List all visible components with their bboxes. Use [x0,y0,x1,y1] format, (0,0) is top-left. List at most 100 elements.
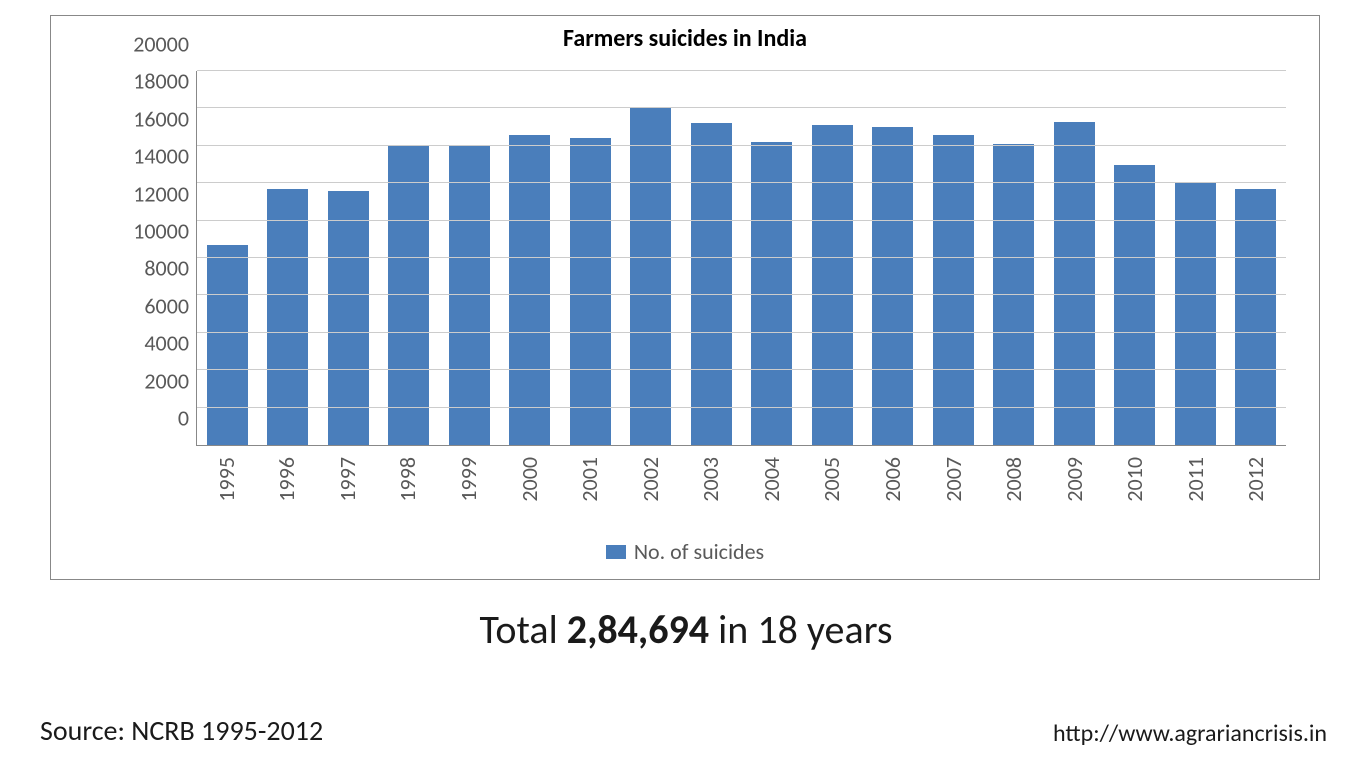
bar-slot [318,71,379,445]
x-label-slot: 2012 [1226,451,1287,502]
bar [812,125,853,445]
y-tick-label: 14000 [133,143,197,170]
x-tick-label: 1996 [273,457,300,502]
gridline [197,70,1286,71]
x-tick-label: 2009 [1061,457,1088,502]
bar-slot [560,71,621,445]
x-tick-label: 2011 [1182,457,1209,502]
summary-line: Total 2,84,694 in 18 years [0,605,1372,654]
x-label-slot: 2004 [741,451,802,502]
x-label-slot: 2008 [983,451,1044,502]
bar-slot [1105,71,1166,445]
x-label-slot: 2010 [1104,451,1165,502]
bar-slot [802,71,863,445]
bar-slot [1226,71,1287,445]
gridline [197,220,1286,221]
gridline [197,294,1286,295]
x-tick-label: 2001 [576,457,603,502]
chart-title: Farmers suicides in India [51,16,1319,53]
x-tick-label: 2004 [758,457,785,502]
x-label-slot: 2000 [499,451,560,502]
x-tick-label: 1999 [455,457,482,502]
x-tick-label: 2007 [940,457,967,502]
x-tick-label: 1995 [213,457,240,502]
plot-area: 0200040006000800010000120001400016000180… [196,71,1286,446]
x-axis-labels: 1995 1996 1997 1998 1999 2000 2001 2002 2003 2004… [196,451,1286,502]
bar-slot [621,71,682,445]
x-label-slot: 2006 [862,451,923,502]
source-text: Source: NCRB 1995-2012 [40,713,323,748]
x-tick-label: 2003 [697,457,724,502]
x-tick-label: 2000 [516,457,543,502]
x-tick-label: 2005 [818,457,845,502]
x-tick-label: 2012 [1242,457,1269,502]
bar [207,245,248,445]
bar-slot [379,71,440,445]
x-label-slot: 1996 [257,451,318,502]
x-label-slot: 2011 [1165,451,1226,502]
legend-swatch [606,545,626,559]
bar-slot [500,71,561,445]
gridline [197,107,1286,108]
y-tick-label: 0 [178,405,197,432]
bar-slot [984,71,1045,445]
bar-slot [681,71,742,445]
y-tick-label: 2000 [144,367,197,394]
legend-label: No. of suicides [634,538,764,565]
y-tick-label: 12000 [133,180,197,207]
x-tick-label: 2006 [879,457,906,502]
x-label-slot: 1995 [196,451,257,502]
x-tick-label: 1998 [394,457,421,502]
x-label-slot: 2007 [923,451,984,502]
gridline [197,145,1286,146]
y-tick-label: 6000 [144,292,197,319]
x-label-slot: 1997 [317,451,378,502]
bar [933,135,974,445]
chart-container: Farmers suicides in India 02000400060008… [50,15,1320,580]
x-label-slot: 2009 [1044,451,1105,502]
bar-slot [1044,71,1105,445]
bar [691,123,732,445]
bar-slot [1165,71,1226,445]
gridline [197,407,1286,408]
bar [388,146,429,445]
summary-value: 2,84,694 [567,605,709,654]
bar-slot [197,71,258,445]
x-tick-label: 2008 [1000,457,1027,502]
bar [872,127,913,445]
y-tick-label: 10000 [133,218,197,245]
x-label-slot: 1998 [378,451,439,502]
bar-slot [863,71,924,445]
x-tick-label: 2010 [1121,457,1148,502]
x-label-slot: 1999 [438,451,499,502]
bar-slot [258,71,319,445]
legend: No. of suicides [51,538,1319,565]
bar-slot [742,71,803,445]
y-tick-label: 4000 [144,330,197,357]
x-label-slot: 2005 [802,451,863,502]
y-tick-label: 20000 [133,31,197,58]
summary-suffix: in 18 years [709,605,892,654]
y-tick-label: 16000 [133,105,197,132]
x-label-slot: 2003 [681,451,742,502]
gridline [197,332,1286,333]
bar [1054,122,1095,446]
summary-prefix: Total [479,605,566,654]
y-tick-label: 8000 [144,255,197,282]
x-tick-label: 2002 [637,457,664,502]
bar [449,146,490,445]
gridline [197,182,1286,183]
gridline [197,257,1286,258]
x-tick-label: 1997 [334,457,361,502]
bar [509,135,550,445]
gridline [197,369,1286,370]
x-label-slot: 2002 [620,451,681,502]
bar-slot [439,71,500,445]
url-text: http://www.agrariancrisis.in [1053,719,1327,748]
bar [630,108,671,445]
y-tick-label: 18000 [133,68,197,95]
bar [570,138,611,445]
x-label-slot: 2001 [559,451,620,502]
bar-slot [923,71,984,445]
bar [1114,165,1155,446]
